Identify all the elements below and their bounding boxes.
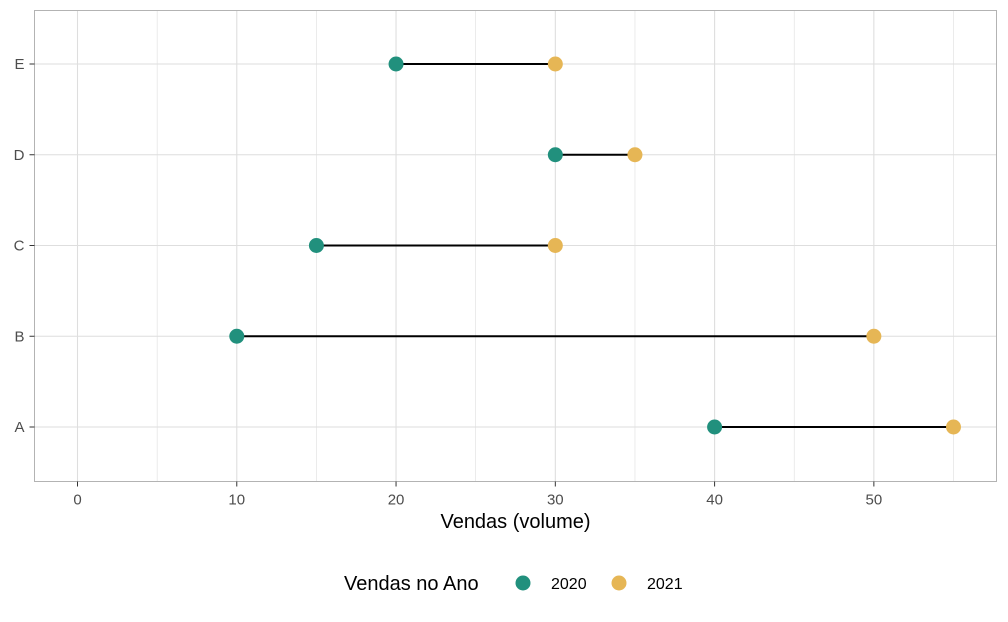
point-2021-A [945, 419, 961, 435]
point-2020-C [308, 238, 324, 253]
x-axis: 0 10 20 30 40 50 [73, 481, 883, 509]
x-tick-label: 40 [706, 492, 723, 509]
point-2020-A [707, 419, 723, 435]
legend-label-2021: 2021 [647, 576, 683, 593]
point-2020-E [388, 56, 404, 72]
point-2021-D [627, 147, 643, 163]
point-2021-C [547, 238, 563, 253]
point-2020-B [229, 328, 245, 344]
legend-key-2021 [611, 575, 627, 591]
x-tick-label: 30 [547, 492, 564, 509]
legend-label-2020: 2020 [551, 576, 587, 593]
x-tick-label: 50 [866, 492, 883, 509]
x-tick-label: 0 [73, 492, 81, 509]
point-2021-B [866, 328, 882, 344]
y-tick-label: B [14, 328, 24, 345]
x-tick-label: 20 [388, 492, 405, 509]
segments [236, 63, 954, 428]
point-2021-E [547, 56, 563, 72]
y-tick-label: E [14, 56, 24, 73]
y-tick-label: C [14, 238, 25, 255]
x-axis-title: Vendas (volume) [440, 511, 590, 533]
points [229, 56, 961, 435]
legend: Vendas no Ano 2020 2021 [344, 573, 683, 595]
legend-key-2020 [515, 575, 531, 591]
legend-title: Vendas no Ano [344, 573, 479, 595]
y-tick-label: A [14, 419, 24, 436]
point-2020-D [547, 147, 563, 163]
y-axis: A B C D E [14, 56, 35, 436]
x-tick-label: 10 [228, 492, 245, 509]
y-tick-label: D [14, 147, 25, 164]
